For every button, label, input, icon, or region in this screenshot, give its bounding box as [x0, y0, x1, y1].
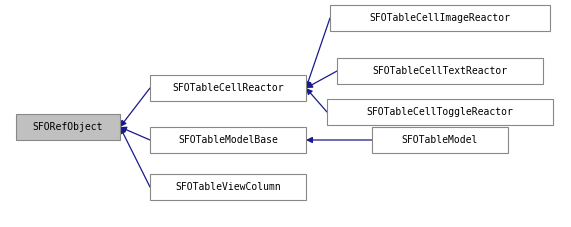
- Bar: [150, 75, 306, 101]
- Bar: [16, 114, 120, 140]
- Text: SFOTableCellReactor: SFOTableCellReactor: [172, 83, 284, 93]
- Text: SFOTableViewColumn: SFOTableViewColumn: [175, 182, 281, 192]
- Bar: [330, 5, 550, 31]
- Bar: [372, 127, 508, 153]
- Bar: [150, 127, 306, 153]
- Text: SFOTableModelBase: SFOTableModelBase: [178, 135, 278, 145]
- Text: SFOTableCellToggleReactor: SFOTableCellToggleReactor: [367, 107, 513, 117]
- Text: SFOTableCellTextReactor: SFOTableCellTextReactor: [372, 66, 508, 76]
- Bar: [337, 58, 543, 84]
- Text: SFOTableModel: SFOTableModel: [402, 135, 478, 145]
- Text: SFORefObject: SFORefObject: [33, 122, 103, 132]
- Text: SFOTableCellImageReactor: SFOTableCellImageReactor: [369, 13, 510, 23]
- Bar: [150, 174, 306, 200]
- Bar: [327, 99, 553, 125]
